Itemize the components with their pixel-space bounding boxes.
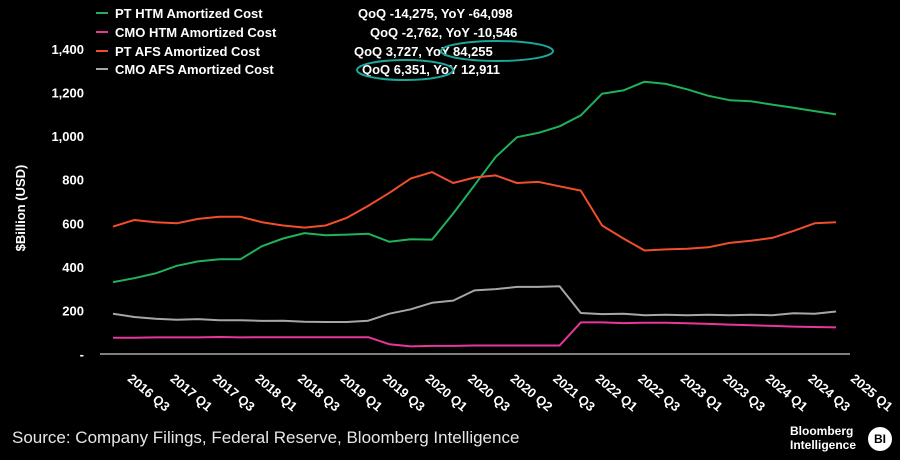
x-tick-label: 2019 Q1 (338, 371, 386, 415)
x-tick-label: 2020 Q1 (423, 371, 471, 415)
brand-logo: Bloomberg Intelligence BI (790, 422, 892, 456)
x-tick-label: 2018 Q3 (295, 371, 343, 415)
series-line (112, 171, 837, 252)
series-line (112, 285, 837, 323)
x-tick-label: 2018 Q1 (252, 371, 300, 415)
legend: PT HTM Amortized Cost QoQ -14,275, YoY -6… (96, 6, 554, 81)
x-tick-label: 2016 Q3 (125, 371, 173, 415)
x-tick-label: 2017 Q1 (167, 371, 215, 415)
x-tick-label: 2022 Q3 (635, 371, 683, 415)
y-tick-label: 800 (62, 173, 84, 188)
legend-stats: QoQ -2,762, YoY -10,546 (370, 25, 517, 40)
y-tick-label: 1,200 (51, 86, 84, 101)
legend-stats: QoQ 6,351, YoY 12,911 (362, 62, 500, 77)
x-tick-label: 2020 Q3 (465, 371, 513, 415)
y-tick-label: 600 (62, 216, 84, 231)
series-line (113, 321, 837, 348)
x-tick-label: 2023 Q1 (678, 371, 726, 415)
y-axis-label: $Billion (USD) (13, 165, 28, 252)
y-tick-label: - (80, 347, 84, 362)
highlight-ring (356, 59, 454, 81)
brand-line-2: Intelligence (790, 438, 857, 452)
y-axis: - 200 400 600 800 1,000 1,200 1,400 (51, 42, 84, 362)
brand-name: Bloomberg Intelligence (790, 424, 856, 452)
x-tick-label: 2020 Q2 (508, 371, 556, 415)
legend-label: CMO AFS Amortized Cost (115, 62, 274, 77)
x-tick-label: 2017 Q3 (210, 371, 258, 415)
legend-stats: QoQ 3,727, YoY 84,255 (354, 44, 493, 59)
y-tick-label: 1,400 (51, 42, 84, 57)
legend-label: PT AFS Amortized Cost (115, 44, 261, 59)
series-lines (112, 80, 837, 348)
bi-badge-icon: BI (868, 427, 892, 451)
y-tick-label: 200 (62, 303, 84, 318)
x-tick-label: 2022 Q1 (593, 371, 641, 415)
legend-label: CMO HTM Amortized Cost (115, 25, 277, 40)
legend-label: PT HTM Amortized Cost (115, 6, 263, 21)
y-tick-label: 400 (62, 260, 84, 275)
x-tick-label: 2024 Q3 (805, 371, 853, 415)
brand-line-1: Bloomberg (790, 424, 854, 438)
x-tick-label: 2024 Q1 (763, 371, 811, 415)
x-tick-label: 2023 Q3 (720, 371, 768, 415)
y-tick-label: 1,000 (51, 129, 84, 144)
source-note: Source: Company Filings, Federal Reserve… (12, 428, 520, 447)
x-tick-label: 2021 Q3 (550, 371, 598, 415)
x-tick-label: 2025 Q1 (848, 371, 896, 415)
legend-stats: QoQ -14,275, YoY -64,098 (358, 6, 513, 21)
x-tick-label: 2019 Q3 (380, 371, 428, 415)
highlight-ring (440, 40, 554, 62)
series-line (112, 80, 837, 284)
